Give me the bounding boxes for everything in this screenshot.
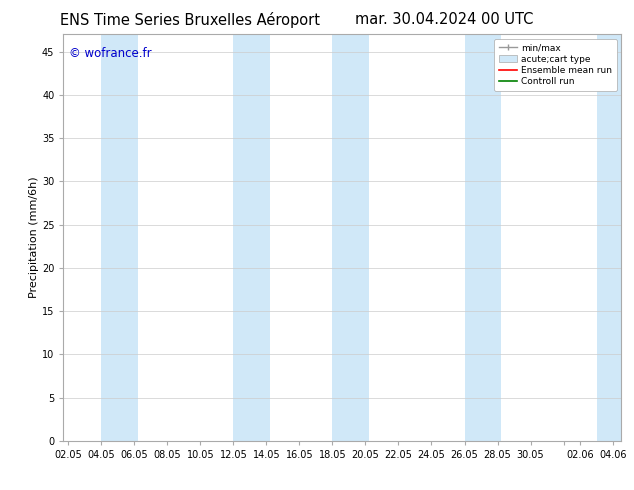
Legend: min/max, acute;cart type, Ensemble mean run, Controll run: min/max, acute;cart type, Ensemble mean …	[495, 39, 617, 91]
Bar	[101, 34, 138, 441]
Bar	[465, 34, 501, 441]
Bar	[233, 34, 269, 441]
Text: mar. 30.04.2024 00 UTC: mar. 30.04.2024 00 UTC	[354, 12, 533, 27]
Bar	[597, 34, 621, 441]
Bar	[332, 34, 369, 441]
Y-axis label: Precipitation (mm/6h): Precipitation (mm/6h)	[29, 177, 39, 298]
Text: © wofrance.fr: © wofrance.fr	[69, 47, 152, 59]
Text: ENS Time Series Bruxelles Aéroport: ENS Time Series Bruxelles Aéroport	[60, 12, 320, 28]
